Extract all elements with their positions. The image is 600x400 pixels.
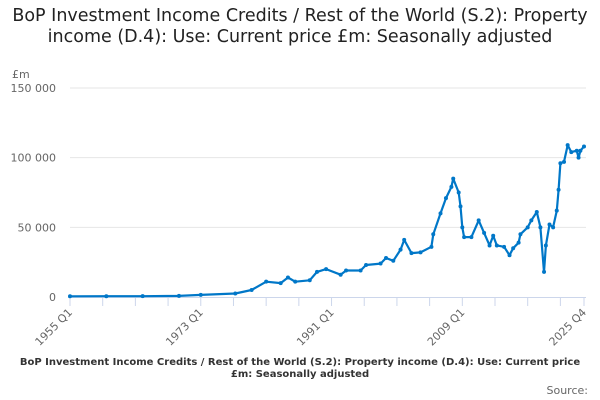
data-point bbox=[68, 294, 72, 299]
chart-caption: BoP Investment Income Credits / Rest of … bbox=[19, 357, 581, 380]
data-point bbox=[398, 247, 403, 252]
data-point bbox=[451, 176, 456, 181]
x-tick-label: 1955 Q1 bbox=[33, 306, 76, 349]
x-tick-label: 1973 Q1 bbox=[163, 306, 206, 349]
data-point bbox=[476, 218, 481, 223]
data-point bbox=[487, 243, 492, 248]
y-tick-label: 50 000 bbox=[18, 221, 57, 234]
data-point bbox=[384, 255, 389, 260]
data-point bbox=[482, 230, 487, 235]
data-point bbox=[578, 148, 583, 153]
data-point bbox=[574, 148, 579, 153]
data-point bbox=[558, 161, 563, 166]
data-point bbox=[525, 225, 530, 230]
data-point bbox=[315, 269, 320, 274]
data-point bbox=[529, 218, 534, 223]
data-point bbox=[542, 269, 547, 274]
data-point bbox=[402, 237, 407, 242]
y-tick-label: 100 000 bbox=[11, 152, 57, 165]
data-point bbox=[307, 278, 312, 283]
data-point bbox=[378, 261, 383, 266]
y-tick-label: 150 000 bbox=[11, 82, 57, 95]
data-point bbox=[456, 190, 461, 195]
data-point bbox=[293, 279, 298, 284]
data-point bbox=[569, 150, 574, 155]
data-point bbox=[562, 159, 567, 164]
chart-title: BoP Investment Income Credits / Rest of … bbox=[12, 6, 588, 47]
data-point bbox=[551, 225, 556, 230]
x-tick-label: 2009 Q1 bbox=[425, 306, 468, 349]
data-point bbox=[429, 244, 434, 249]
data-point bbox=[516, 240, 521, 245]
data-point bbox=[364, 262, 369, 267]
data-point bbox=[249, 288, 254, 293]
data-point bbox=[264, 279, 269, 284]
data-point bbox=[556, 187, 561, 192]
data-point bbox=[344, 268, 349, 273]
data-point bbox=[507, 253, 512, 258]
data-point bbox=[431, 232, 436, 237]
data-point bbox=[409, 251, 414, 256]
x-tick-label: 1991 Q1 bbox=[294, 306, 337, 349]
data-point bbox=[547, 222, 552, 227]
data-point bbox=[358, 268, 363, 273]
source-label: Source: bbox=[546, 384, 589, 397]
data-point bbox=[391, 258, 396, 263]
data-point bbox=[462, 235, 467, 240]
data-point bbox=[198, 292, 203, 297]
data-point bbox=[233, 291, 238, 296]
data-point bbox=[418, 250, 423, 255]
data-point bbox=[443, 196, 448, 201]
data-point bbox=[494, 243, 499, 248]
data-point bbox=[438, 211, 443, 216]
data-point bbox=[324, 267, 329, 272]
data-point bbox=[538, 225, 543, 230]
x-tick-label: 2025 Q4 bbox=[547, 306, 590, 349]
data-point bbox=[278, 281, 283, 286]
data-point bbox=[104, 294, 109, 299]
y-axis-unit-label: £m bbox=[12, 68, 30, 81]
data-point bbox=[534, 210, 539, 215]
data-point bbox=[140, 294, 145, 299]
data-point bbox=[338, 272, 343, 277]
data-point bbox=[554, 208, 559, 213]
y-tick-label: 0 bbox=[49, 291, 56, 304]
data-point bbox=[285, 275, 290, 280]
data-point bbox=[176, 293, 181, 298]
data-point bbox=[576, 155, 581, 160]
data-point bbox=[518, 232, 523, 237]
data-point bbox=[491, 233, 496, 238]
data-point bbox=[502, 244, 507, 249]
data-point bbox=[543, 243, 548, 248]
data-point bbox=[511, 246, 516, 251]
data-point bbox=[582, 144, 586, 149]
series-line bbox=[69, 144, 585, 298]
data-point bbox=[565, 143, 570, 148]
data-point bbox=[460, 225, 465, 230]
data-point bbox=[469, 235, 474, 240]
data-point bbox=[458, 204, 463, 209]
data-point bbox=[449, 184, 454, 189]
